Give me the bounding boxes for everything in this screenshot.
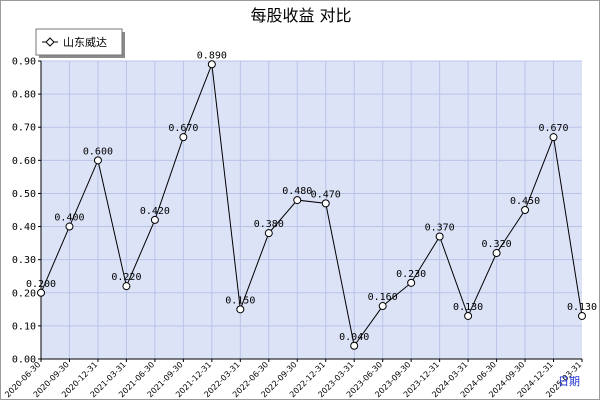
y-tick-label: 0.50 [12, 189, 36, 200]
y-tick-label: 0.90 [12, 57, 36, 68]
legend: 山东威达 [35, 28, 125, 58]
y-tick-labels: 0.00 0.10 0.20 0.30 0.40 0.50 0.60 0.70 0.80 0.90 [12, 57, 36, 366]
chart-title: 每股收益 对比 [250, 6, 351, 25]
data-point [492, 249, 501, 258]
series-layer [37, 60, 586, 350]
data-point [435, 232, 444, 241]
data-label: 0.040 [339, 332, 369, 343]
series-line [40, 64, 583, 347]
data-label: 0.130 [453, 302, 483, 313]
data-label: 0.450 [510, 196, 540, 207]
data-label: 0.670 [168, 123, 198, 134]
data-point [264, 229, 273, 238]
legend-diamond-icon [45, 37, 55, 47]
data-labels: 0.200 0.400 0.600 0.220 0.420 0.670 0.890 0.150… [26, 50, 597, 342]
data-point [207, 60, 216, 69]
data-label: 0.480 [282, 186, 312, 197]
data-point [293, 196, 302, 205]
y-tick-label: 0.70 [12, 123, 36, 134]
data-point [321, 199, 330, 208]
data-point [236, 305, 245, 314]
plot-area [41, 61, 582, 359]
data-label: 0.670 [538, 123, 568, 134]
data-label: 0.220 [111, 272, 141, 283]
data-point [549, 133, 558, 142]
y-tick-label: 0.00 [12, 355, 36, 366]
y-tick-label: 0.30 [12, 255, 36, 266]
x-axis-label: 日期 [558, 375, 580, 388]
data-point [521, 206, 530, 214]
data-point [464, 311, 473, 320]
data-label: 0.320 [482, 239, 512, 250]
y-tick-label: 0.60 [12, 156, 36, 167]
data-label: 0.600 [83, 146, 113, 157]
data-label: 0.230 [396, 269, 426, 280]
data-label: 0.150 [225, 295, 255, 306]
data-point [350, 341, 359, 350]
data-label: 0.160 [368, 292, 398, 303]
data-point [578, 311, 586, 320]
y-tick-label: 0.80 [12, 90, 36, 101]
data-point [37, 288, 45, 297]
grid-lines [41, 60, 582, 359]
data-point [122, 282, 131, 291]
data-point [150, 215, 159, 224]
data-label: 0.130 [567, 302, 597, 313]
axes [38, 60, 583, 362]
y-tick-label: 0.10 [12, 321, 36, 332]
data-point [65, 222, 74, 231]
y-tick-label: 0.40 [12, 222, 36, 233]
data-point [93, 156, 102, 165]
data-label: 0.470 [311, 189, 341, 200]
data-point [378, 302, 387, 311]
data-label: 0.400 [54, 213, 84, 224]
data-point [407, 278, 416, 287]
data-label: 0.380 [254, 219, 284, 230]
x-tick-labels: 2020-06-302020-09-302020-12-312021-03-31… [3, 360, 583, 399]
legend-series-name: 山东威达 [63, 36, 107, 49]
y-tick-label: 0.20 [12, 288, 36, 299]
data-label: 0.890 [197, 50, 227, 61]
data-label: 0.200 [26, 279, 56, 290]
data-label: 0.370 [425, 222, 455, 233]
data-point [179, 133, 188, 142]
data-label: 0.420 [140, 206, 170, 217]
